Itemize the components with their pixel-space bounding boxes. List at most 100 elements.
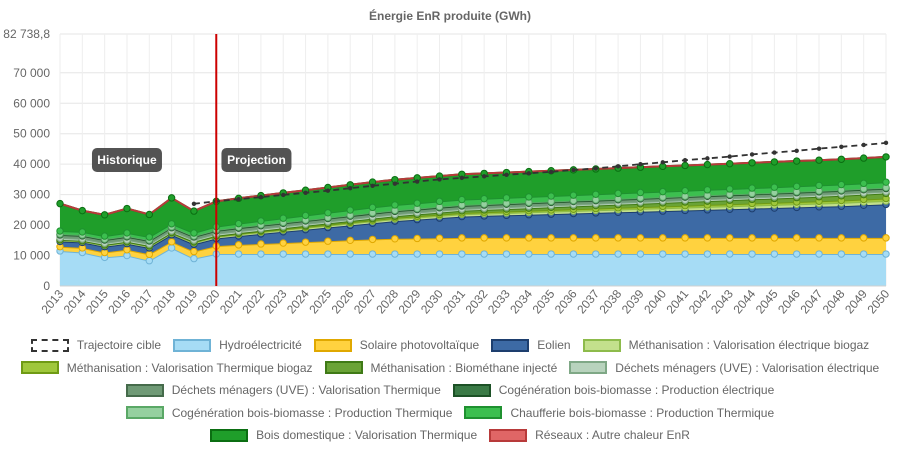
data-point[interactable] xyxy=(793,234,801,242)
data-point[interactable] xyxy=(726,185,734,193)
data-point[interactable] xyxy=(167,194,176,202)
data-point[interactable] xyxy=(391,201,399,209)
data-point[interactable] xyxy=(748,184,756,192)
target-point[interactable] xyxy=(794,148,799,153)
target-point[interactable] xyxy=(370,183,375,188)
data-point[interactable] xyxy=(413,234,421,243)
data-point[interactable] xyxy=(569,191,578,199)
data-point[interactable] xyxy=(480,194,488,203)
data-point[interactable] xyxy=(502,250,511,258)
data-point[interactable] xyxy=(703,234,712,242)
data-point[interactable] xyxy=(815,250,823,258)
data-point[interactable] xyxy=(882,178,890,186)
data-point[interactable] xyxy=(458,234,466,242)
data-point[interactable] xyxy=(837,250,846,258)
target-point[interactable] xyxy=(258,194,264,200)
data-point[interactable] xyxy=(413,199,421,207)
data-point[interactable] xyxy=(435,234,444,242)
data-point[interactable] xyxy=(815,156,823,164)
data-point[interactable] xyxy=(279,239,287,247)
data-point[interactable] xyxy=(815,181,823,190)
data-point[interactable] xyxy=(346,250,354,258)
data-point[interactable] xyxy=(793,157,801,165)
data-point[interactable] xyxy=(435,197,444,206)
data-point[interactable] xyxy=(748,234,756,242)
legend-item[interactable]: Méthanisation : Biométhane injecté xyxy=(324,361,557,375)
data-point[interactable] xyxy=(525,193,533,201)
data-point[interactable] xyxy=(279,214,287,222)
data-point[interactable] xyxy=(413,250,421,258)
target-point[interactable] xyxy=(615,164,621,169)
data-point[interactable] xyxy=(346,206,354,214)
data-point[interactable] xyxy=(502,194,511,202)
data-point[interactable] xyxy=(703,186,712,194)
target-point[interactable] xyxy=(504,172,509,178)
data-point[interactable] xyxy=(547,250,555,258)
legend-item[interactable]: Hydroélectricité xyxy=(173,338,302,352)
data-point[interactable] xyxy=(636,234,645,242)
data-point[interactable] xyxy=(301,211,310,220)
data-point[interactable] xyxy=(234,250,243,258)
target-point[interactable] xyxy=(325,188,331,193)
target-point[interactable] xyxy=(459,175,465,181)
data-point[interactable] xyxy=(145,233,153,241)
data-point[interactable] xyxy=(859,179,868,188)
data-point[interactable] xyxy=(770,158,779,166)
data-point[interactable] xyxy=(167,220,176,228)
data-point[interactable] xyxy=(458,195,466,204)
data-point[interactable] xyxy=(815,234,823,242)
legend-item[interactable]: Méthanisation : Valorisation Thermique b… xyxy=(20,361,313,375)
data-point[interactable] xyxy=(726,250,734,258)
data-point[interactable] xyxy=(480,250,488,258)
target-point[interactable] xyxy=(481,174,487,179)
data-point[interactable] xyxy=(614,250,622,258)
data-point[interactable] xyxy=(324,209,332,217)
data-point[interactable] xyxy=(525,234,533,242)
data-point[interactable] xyxy=(56,227,64,235)
data-point[interactable] xyxy=(547,234,555,242)
data-point[interactable] xyxy=(659,234,667,242)
target-point[interactable] xyxy=(526,171,532,176)
data-point[interactable] xyxy=(234,241,243,249)
data-point[interactable] xyxy=(882,250,890,258)
data-point[interactable] xyxy=(592,234,600,242)
target-point[interactable] xyxy=(348,186,353,191)
data-point[interactable] xyxy=(368,235,377,244)
legend-item[interactable]: Réseaux : Autre chaleur EnR xyxy=(489,428,690,442)
target-point[interactable] xyxy=(816,146,822,151)
data-point[interactable] xyxy=(279,250,287,258)
data-point[interactable] xyxy=(391,250,399,258)
legend-item[interactable]: Déchets ménagers (UVE) : Valorisation Th… xyxy=(125,383,441,397)
data-point[interactable] xyxy=(234,219,243,228)
legend-item[interactable]: Trajectoire cible xyxy=(30,338,161,352)
data-point[interactable] xyxy=(145,210,153,219)
data-point[interactable] xyxy=(301,238,310,246)
data-point[interactable] xyxy=(703,160,712,169)
data-point[interactable] xyxy=(592,250,600,258)
data-point[interactable] xyxy=(592,190,600,198)
data-point[interactable] xyxy=(681,161,689,170)
data-point[interactable] xyxy=(167,244,176,252)
target-point[interactable] xyxy=(861,142,866,148)
data-point[interactable] xyxy=(257,250,265,258)
data-point[interactable] xyxy=(301,250,310,258)
data-point[interactable] xyxy=(636,250,645,258)
data-point[interactable] xyxy=(770,250,779,258)
data-point[interactable] xyxy=(78,206,87,215)
target-point[interactable] xyxy=(727,154,732,159)
data-point[interactable] xyxy=(837,234,846,242)
data-point[interactable] xyxy=(123,246,131,254)
data-point[interactable] xyxy=(882,234,890,242)
data-point[interactable] xyxy=(56,199,64,208)
data-point[interactable] xyxy=(190,207,198,215)
data-point[interactable] xyxy=(793,182,801,191)
data-point[interactable] xyxy=(190,229,198,237)
data-point[interactable] xyxy=(614,189,622,198)
data-point[interactable] xyxy=(391,235,399,243)
target-point[interactable] xyxy=(660,160,665,165)
data-point[interactable] xyxy=(837,180,846,189)
data-point[interactable] xyxy=(859,154,868,162)
data-point[interactable] xyxy=(368,250,377,258)
legend-item[interactable]: Cogénération bois-biomasse : Production … xyxy=(452,383,774,397)
target-point[interactable] xyxy=(414,179,420,184)
